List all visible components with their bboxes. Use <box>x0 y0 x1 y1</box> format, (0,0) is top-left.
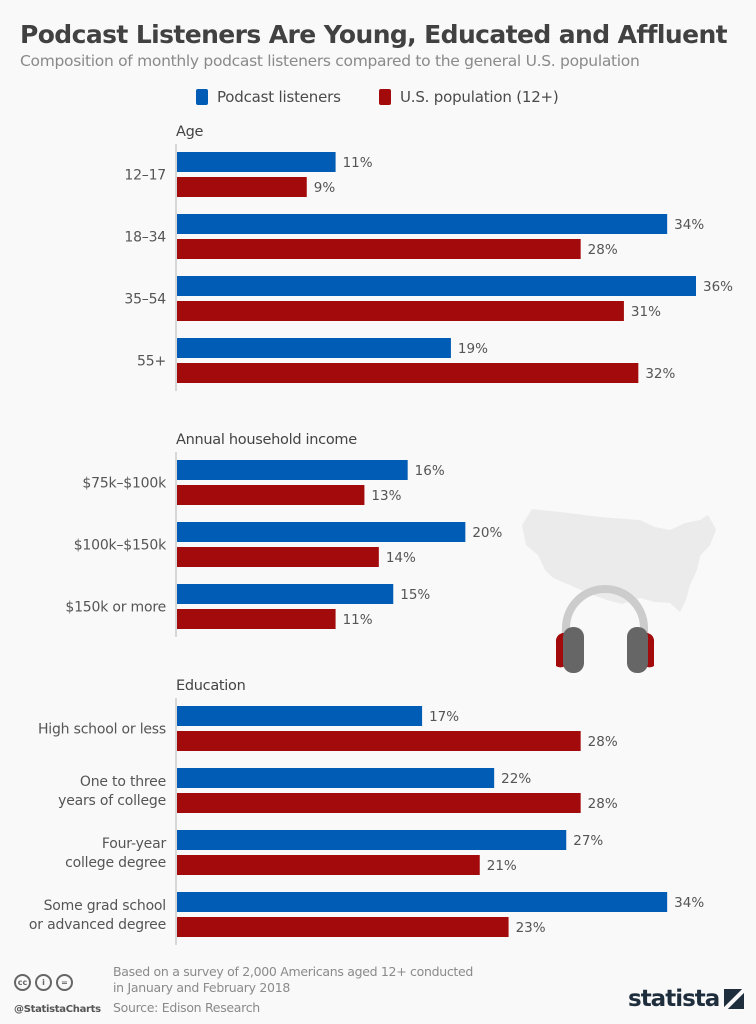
bar-population <box>177 363 639 383</box>
value-label: 19% <box>458 341 488 357</box>
bar-population <box>177 917 509 937</box>
bar-population <box>177 177 307 197</box>
statista-logo-mark <box>724 989 745 1009</box>
bar-podcast <box>177 276 696 296</box>
value-label: 15% <box>400 587 430 603</box>
legend-swatch-population <box>379 89 391 105</box>
license-icons: cc i = <box>14 974 73 991</box>
legend-label-podcast: Podcast listeners <box>217 88 341 106</box>
category-label: $150k or more <box>65 600 166 616</box>
bar-podcast <box>177 768 495 788</box>
statista-logo-text: statista <box>628 986 720 1012</box>
bar-chart: Age 12–17 11% 9% 18–34 34% 28% 35–54 36% 31% 55+ 19… <box>29 124 733 945</box>
category-label: years of college <box>58 793 166 809</box>
legend-item-podcast: Podcast listeners <box>196 88 341 106</box>
group-heading: Education <box>176 678 246 694</box>
bar-podcast <box>177 338 451 358</box>
survey-note-line1: Based on a survey of 2,000 Americans age… <box>113 964 474 979</box>
value-label: 36% <box>703 279 733 295</box>
bar-podcast <box>177 460 408 480</box>
group-heading: Annual household income <box>176 432 357 448</box>
category-label: or advanced degree <box>29 917 166 933</box>
bar-population <box>177 855 480 875</box>
no-derivatives-icon: = <box>56 974 73 991</box>
bar-population <box>177 547 379 567</box>
value-label: 22% <box>501 771 531 787</box>
group-heading: Age <box>176 124 204 140</box>
bar-podcast <box>177 706 423 726</box>
bar-population <box>177 301 624 321</box>
value-label: 27% <box>573 833 603 849</box>
value-label: 13% <box>371 488 401 504</box>
value-label: 16% <box>415 463 445 479</box>
bar-podcast <box>177 214 668 234</box>
cc-icon: cc <box>14 974 31 991</box>
category-label: 35–54 <box>124 292 166 308</box>
value-label: 20% <box>472 525 502 541</box>
category-label: $100k–$150k <box>74 538 167 554</box>
value-label: 23% <box>516 920 546 936</box>
survey-note-line2: in January and February 2018 <box>113 980 290 995</box>
category-label: 55+ <box>137 354 166 370</box>
bar-podcast <box>177 830 567 850</box>
category-label: One to three <box>80 774 166 790</box>
statista-handle: @StatistaCharts <box>14 1004 101 1015</box>
chart-title: Podcast Listeners Are Young, Educated an… <box>20 20 728 49</box>
value-label: 28% <box>588 796 618 812</box>
category-label: 12–17 <box>124 168 166 184</box>
attribution-icon: i <box>35 974 52 991</box>
category-label: Some grad school <box>44 898 166 914</box>
category-label: college degree <box>65 855 166 871</box>
statista-logo[interactable]: statista <box>628 986 745 1012</box>
legend-label-population: U.S. population (12+) <box>400 88 559 106</box>
category-label: High school or less <box>38 722 166 738</box>
headphones-icon <box>555 585 655 673</box>
value-label: 31% <box>631 304 661 320</box>
us-map-illustration <box>522 509 716 612</box>
source-note: Source: Edison Research <box>113 1000 260 1015</box>
legend-item-population: U.S. population (12+) <box>379 88 559 106</box>
category-label: $75k–$100k <box>82 476 167 492</box>
bar-population <box>177 239 581 259</box>
bar-population <box>177 793 581 813</box>
bar-podcast <box>177 152 336 172</box>
category-label: 18–34 <box>124 230 166 246</box>
value-label: 28% <box>588 242 618 258</box>
value-label: 17% <box>429 709 459 725</box>
value-label: 9% <box>314 180 336 196</box>
bar-podcast <box>177 584 394 604</box>
value-label: 32% <box>645 366 675 382</box>
value-label: 34% <box>674 217 704 233</box>
value-label: 11% <box>343 612 373 628</box>
value-label: 28% <box>588 734 618 750</box>
legend-swatch-podcast <box>196 89 208 105</box>
bar-podcast <box>177 522 466 542</box>
bar-population <box>177 731 581 751</box>
chart-subtitle: Composition of monthly podcast listeners… <box>20 52 640 70</box>
value-label: 34% <box>674 895 704 911</box>
category-label: Four-year <box>102 836 167 852</box>
value-label: 14% <box>386 550 416 566</box>
value-label: 21% <box>487 858 517 874</box>
value-label: 11% <box>343 155 373 171</box>
bar-podcast <box>177 892 668 912</box>
bar-population <box>177 609 336 629</box>
bar-population <box>177 485 365 505</box>
